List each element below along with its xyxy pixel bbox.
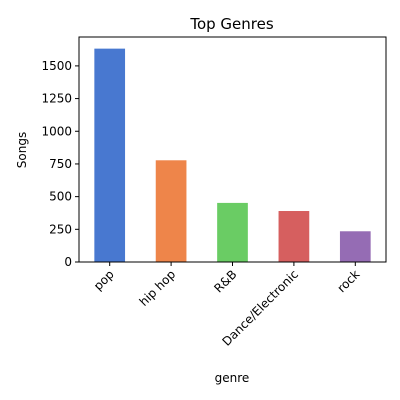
y-tick-label: 250 [49, 222, 72, 236]
y-tick-label: 1500 [41, 59, 72, 73]
x-tick-label: hip hop [137, 267, 179, 309]
bar [339, 231, 371, 262]
y-tick-label: 750 [49, 157, 72, 171]
y-tick-label: 500 [49, 190, 72, 204]
plot-frame [78, 36, 387, 263]
bar [217, 202, 248, 262]
bar [94, 48, 126, 262]
x-tick-label: R&B [211, 267, 239, 295]
bar [155, 160, 187, 262]
x-tick-label: pop [91, 267, 117, 293]
y-tick-label: 0 [64, 255, 72, 269]
y-axis-ticks: 0 250 500 750 1000 1250 1500 [41, 59, 79, 269]
y-axis-label: Songs [15, 132, 29, 168]
bars-group [94, 48, 371, 262]
bar [278, 211, 310, 262]
x-tick-label: rock [334, 267, 362, 295]
y-tick-label: 1000 [41, 124, 72, 138]
x-axis-label: genre [215, 371, 250, 385]
y-tick-label: 1250 [41, 92, 72, 106]
chart-title: Top Genres [189, 15, 274, 33]
